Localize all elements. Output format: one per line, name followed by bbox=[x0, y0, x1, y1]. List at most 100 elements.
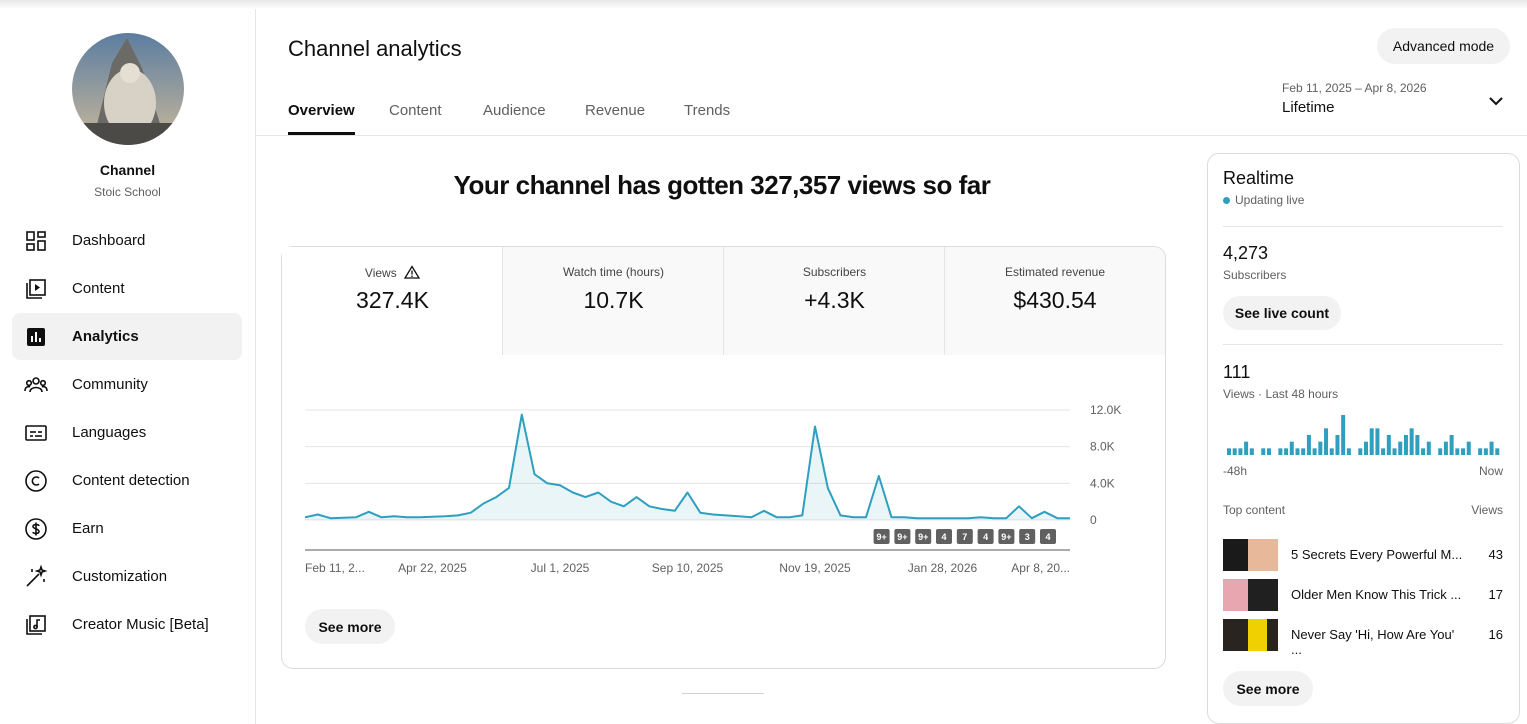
bar bbox=[1284, 448, 1289, 455]
realtime-status: Updating live bbox=[1235, 193, 1305, 207]
nav-item[interactable]: Earn bbox=[12, 505, 242, 552]
thumbnail[interactable] bbox=[1223, 579, 1278, 611]
bar bbox=[1495, 448, 1500, 455]
subscribers-count: 4,273 bbox=[1223, 243, 1269, 263]
y-tick-label: 0 bbox=[1090, 513, 1097, 527]
bar bbox=[1426, 441, 1431, 455]
bar bbox=[1443, 441, 1448, 455]
channel-avatar[interactable] bbox=[72, 33, 184, 145]
tab[interactable]: Revenue bbox=[585, 102, 646, 119]
period-dropdown[interactable] bbox=[1486, 91, 1506, 111]
nav-label: Languages bbox=[72, 424, 147, 441]
badge-label: 9+ bbox=[876, 532, 886, 542]
nav-icon bbox=[27, 328, 45, 346]
badge-label: 9+ bbox=[1001, 532, 1011, 542]
tab[interactable]: Audience bbox=[483, 102, 546, 119]
divider bbox=[1223, 226, 1503, 227]
metric-tab[interactable]: Watch time (hours) 10.7K bbox=[502, 247, 724, 355]
item-title[interactable]: Never Say 'Hi, How Are You' ... bbox=[1291, 627, 1455, 657]
nav-item[interactable]: Analytics bbox=[12, 313, 242, 360]
nav-label: Content detection bbox=[72, 472, 190, 489]
scroll-hint bbox=[682, 693, 764, 694]
bar bbox=[1232, 448, 1237, 455]
bar bbox=[1438, 448, 1443, 455]
advanced-mode-button[interactable]: Advanced mode bbox=[1377, 28, 1510, 64]
bar bbox=[1318, 441, 1323, 455]
tab-underline bbox=[288, 132, 355, 135]
nav-label: Dashboard bbox=[72, 232, 146, 249]
tab[interactable]: Trends bbox=[684, 102, 731, 119]
divider bbox=[1223, 344, 1503, 345]
see-live-count-button[interactable]: See live count bbox=[1223, 296, 1341, 330]
bar bbox=[1341, 415, 1346, 455]
metric-label: Watch time (hours) bbox=[563, 265, 664, 279]
views-label: Views · Last 48 hours bbox=[1223, 387, 1339, 401]
badge bbox=[1040, 529, 1056, 544]
bar bbox=[1489, 441, 1494, 455]
bar bbox=[1449, 435, 1454, 455]
top-shadow bbox=[0, 0, 1527, 9]
bar bbox=[1358, 448, 1363, 455]
bar bbox=[1403, 435, 1408, 455]
bar bbox=[1375, 428, 1380, 455]
nav-item[interactable]: Creator Music [Beta] bbox=[12, 601, 242, 648]
nav-item[interactable]: Customization bbox=[12, 553, 242, 600]
tab[interactable]: Content bbox=[389, 102, 442, 119]
channel-name: Stoic School bbox=[94, 185, 161, 199]
nav-label: Creator Music [Beta] bbox=[72, 616, 209, 633]
x-tick-label: Nov 19, 2025 bbox=[779, 561, 851, 575]
nav-label: Content bbox=[72, 280, 125, 297]
item-title[interactable]: 5 Secrets Every Powerful M... bbox=[1291, 547, 1463, 562]
item-views: 43 bbox=[1488, 547, 1503, 562]
bar bbox=[1261, 448, 1266, 455]
date-range: Feb 11, 2025 – Apr 8, 2026 bbox=[1282, 81, 1427, 95]
thumbnail[interactable] bbox=[1223, 619, 1278, 651]
thumbnail[interactable] bbox=[1223, 539, 1278, 571]
metric-tab[interactable]: Views 327.4K bbox=[282, 247, 503, 355]
item-views: 16 bbox=[1488, 627, 1503, 642]
badge-label: 7 bbox=[962, 532, 967, 542]
bar bbox=[1329, 448, 1334, 455]
period[interactable]: Lifetime bbox=[1282, 99, 1335, 116]
item-title[interactable]: Older Men Know This Trick ... bbox=[1291, 587, 1462, 602]
tab[interactable]: Overview bbox=[288, 102, 355, 119]
nav-item[interactable]: Content detection bbox=[12, 457, 242, 504]
see-more-button[interactable]: See more bbox=[1223, 671, 1313, 706]
see-more-button[interactable]: See more bbox=[305, 609, 395, 644]
bar bbox=[1227, 448, 1231, 455]
badge bbox=[956, 529, 973, 544]
metric-tab[interactable]: Estimated revenue $430.54 bbox=[944, 247, 1165, 355]
bar bbox=[1415, 435, 1420, 455]
bar bbox=[1386, 435, 1391, 455]
nav-item[interactable]: Content bbox=[12, 265, 242, 312]
badge-label: 9+ bbox=[897, 532, 907, 542]
realtime-title: Realtime bbox=[1223, 168, 1295, 188]
channel-label: Channel bbox=[99, 162, 156, 178]
nav-item[interactable]: Dashboard bbox=[12, 217, 242, 264]
bar bbox=[1249, 448, 1254, 455]
x-tick-label: Apr 8, 20... bbox=[1011, 561, 1070, 575]
metric-label: Estimated revenue bbox=[1004, 265, 1106, 279]
live-dot bbox=[1223, 197, 1230, 204]
badge bbox=[873, 529, 890, 544]
bar bbox=[1364, 441, 1368, 455]
metric-value: 327.4K bbox=[356, 287, 429, 313]
nav-item[interactable]: Community bbox=[12, 361, 242, 408]
bar bbox=[1295, 448, 1300, 455]
metric-tab[interactable]: Subscribers +4.3K bbox=[723, 247, 945, 355]
badge bbox=[936, 529, 952, 544]
bar bbox=[1346, 448, 1351, 455]
bar bbox=[1483, 448, 1488, 455]
nav-item[interactable]: Languages bbox=[12, 409, 242, 456]
bar bbox=[1381, 448, 1386, 455]
y-tick-label: 4.0K bbox=[1090, 476, 1115, 490]
badge bbox=[894, 529, 911, 544]
line bbox=[304, 413, 1070, 520]
x-tick-label: Jul 1, 2025 bbox=[531, 561, 590, 575]
bar bbox=[1466, 441, 1471, 455]
nav-icon bbox=[26, 565, 48, 587]
metric-label: Subscribers bbox=[802, 265, 867, 279]
x-tick-label: Jan 28, 2026 bbox=[908, 561, 978, 575]
